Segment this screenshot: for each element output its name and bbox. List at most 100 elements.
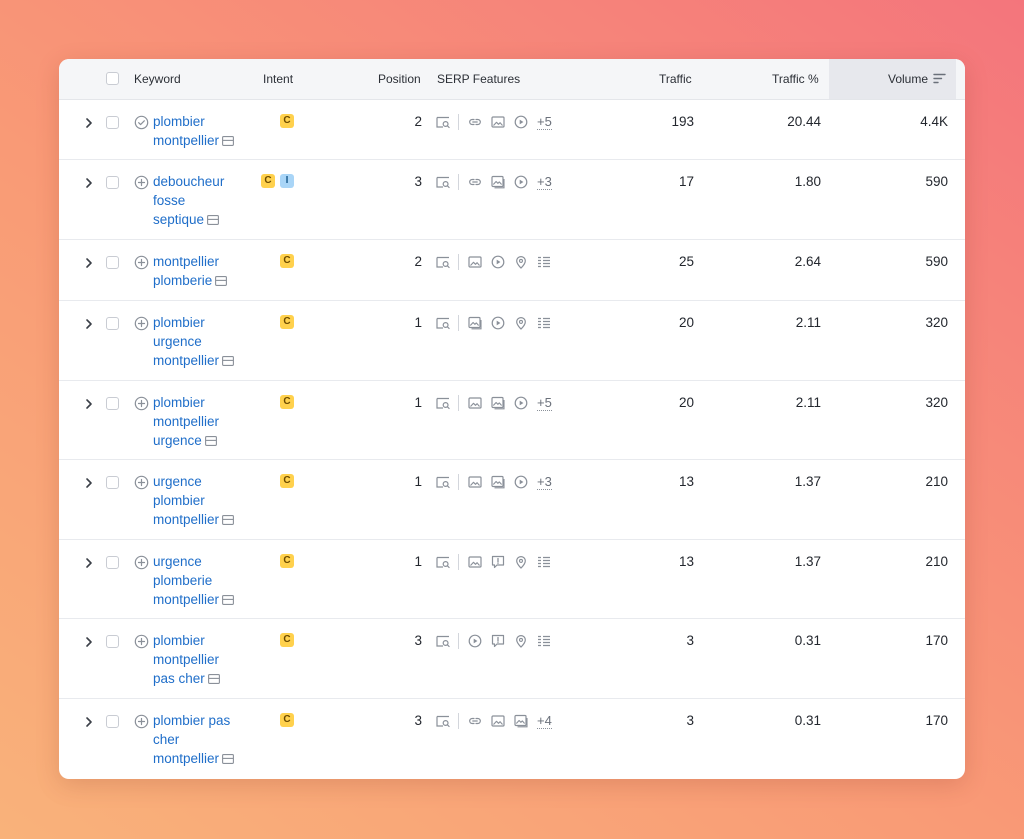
add-circle-icon[interactable] xyxy=(134,316,149,331)
table-row[interactable]: montpellier plomberie C 2 25 2.64 590 xyxy=(59,239,965,301)
image-pack-icon[interactable] xyxy=(491,175,505,189)
video-icon[interactable] xyxy=(491,316,505,330)
expand-row-chevron-icon[interactable] xyxy=(83,397,95,409)
review-icon[interactable] xyxy=(491,555,505,569)
expand-row-chevron-icon[interactable] xyxy=(83,556,95,568)
add-circle-icon[interactable] xyxy=(134,714,149,729)
keyword-link[interactable]: plombier pas cher montpellier xyxy=(153,711,253,768)
serp-snapshot-icon[interactable] xyxy=(207,670,220,684)
expand-row-chevron-icon[interactable] xyxy=(83,176,95,188)
serp-snippet-icon[interactable] xyxy=(436,175,450,189)
table-row[interactable]: urgence plombier montpellier C 1 +3 13 1.37 210 xyxy=(59,459,965,540)
location-pin-icon[interactable] xyxy=(514,555,528,569)
list-icon[interactable] xyxy=(537,255,551,269)
more-features-link[interactable]: +3 xyxy=(537,473,552,490)
add-circle-icon[interactable] xyxy=(134,175,149,190)
image-pack-icon[interactable] xyxy=(491,396,505,410)
serp-snippet-icon[interactable] xyxy=(436,555,450,569)
intent-badge[interactable]: C xyxy=(280,633,294,647)
expand-row-chevron-icon[interactable] xyxy=(83,476,95,488)
keyword-link[interactable]: plombier montpellier urgence xyxy=(153,393,253,450)
keyword-link[interactable]: urgence plomberie montpellier xyxy=(153,552,253,609)
video-icon[interactable] xyxy=(514,175,528,189)
location-pin-icon[interactable] xyxy=(514,316,528,330)
add-circle-icon[interactable] xyxy=(134,475,149,490)
list-icon[interactable] xyxy=(537,316,551,330)
serp-snapshot-icon[interactable] xyxy=(222,511,234,525)
link-icon[interactable] xyxy=(468,175,482,189)
expand-row-chevron-icon[interactable] xyxy=(83,635,95,647)
image-pack-icon[interactable] xyxy=(468,316,482,330)
header-traffic-percent[interactable]: Traffic % xyxy=(772,72,819,86)
more-features-link[interactable]: +5 xyxy=(537,394,552,411)
more-features-link[interactable]: +3 xyxy=(537,173,552,190)
serp-snapshot-icon[interactable] xyxy=(215,272,228,286)
select-all-checkbox[interactable] xyxy=(106,72,119,85)
list-icon[interactable] xyxy=(537,634,551,648)
table-row[interactable]: plombier montpellier urgence C 1 +5 20 2.11 320 xyxy=(59,380,965,460)
header-serp-features[interactable]: SERP Features xyxy=(437,72,521,86)
table-row[interactable]: deboucheur fosse septique C I 3 +3 17 1.80 590 xyxy=(59,159,965,240)
list-icon[interactable] xyxy=(537,555,551,569)
serp-snippet-icon[interactable] xyxy=(436,634,450,648)
table-row[interactable]: urgence plomberie montpellier C 1 13 1.37 210 xyxy=(59,539,965,619)
more-features-link[interactable]: +4 xyxy=(537,712,552,729)
video-icon[interactable] xyxy=(514,396,528,410)
row-checkbox[interactable] xyxy=(106,476,119,489)
serp-snippet-icon[interactable] xyxy=(436,475,450,489)
image-icon[interactable] xyxy=(491,714,505,728)
serp-snippet-icon[interactable] xyxy=(436,255,450,269)
expand-row-chevron-icon[interactable] xyxy=(83,116,95,128)
video-icon[interactable] xyxy=(514,475,528,489)
serp-snapshot-icon[interactable] xyxy=(222,750,234,764)
video-icon[interactable] xyxy=(514,115,528,129)
serp-snapshot-icon[interactable] xyxy=(204,432,217,446)
keyword-link[interactable]: deboucheur fosse septique xyxy=(153,172,253,229)
image-icon[interactable] xyxy=(468,396,482,410)
add-circle-icon[interactable] xyxy=(134,555,149,570)
add-circle-icon[interactable] xyxy=(134,396,149,411)
link-icon[interactable] xyxy=(468,714,482,728)
row-checkbox[interactable] xyxy=(106,397,119,410)
table-row[interactable]: plombier montpellier pas cher C 3 3 0.31 170 xyxy=(59,618,965,699)
sort-descending-icon[interactable] xyxy=(933,73,946,84)
expand-row-chevron-icon[interactable] xyxy=(83,256,95,268)
image-icon[interactable] xyxy=(468,555,482,569)
header-position[interactable]: Position xyxy=(378,72,421,86)
row-checkbox[interactable] xyxy=(106,176,119,189)
row-checkbox[interactable] xyxy=(106,715,119,728)
table-row[interactable]: plombier montpellier C 2 +5 193 20.44 4.4K xyxy=(59,99,965,160)
intent-badge[interactable]: C xyxy=(280,315,294,329)
video-icon[interactable] xyxy=(468,634,482,648)
serp-snapshot-icon[interactable] xyxy=(222,352,234,366)
location-pin-icon[interactable] xyxy=(514,634,528,648)
link-icon[interactable] xyxy=(468,115,482,129)
row-checkbox[interactable] xyxy=(106,256,119,269)
intent-badge[interactable]: C xyxy=(280,395,294,409)
serp-snippet-icon[interactable] xyxy=(436,115,450,129)
image-icon[interactable] xyxy=(491,115,505,129)
keyword-link[interactable]: plombier urgence montpellier xyxy=(153,313,253,370)
review-icon[interactable] xyxy=(491,634,505,648)
intent-badge[interactable]: C xyxy=(280,474,294,488)
expand-row-chevron-icon[interactable] xyxy=(83,317,95,329)
row-checkbox[interactable] xyxy=(106,116,119,129)
serp-snippet-icon[interactable] xyxy=(436,714,450,728)
header-volume[interactable]: Volume xyxy=(888,72,929,86)
header-intent[interactable]: Intent xyxy=(263,72,294,86)
header-traffic[interactable]: Traffic xyxy=(659,72,692,86)
add-circle-icon[interactable] xyxy=(134,255,149,270)
intent-badge[interactable]: C xyxy=(280,554,294,568)
expand-row-chevron-icon[interactable] xyxy=(83,715,95,727)
serp-snapshot-icon[interactable] xyxy=(207,211,219,225)
serp-snapshot-icon[interactable] xyxy=(222,591,234,605)
intent-badge[interactable]: C xyxy=(280,254,294,268)
row-checkbox[interactable] xyxy=(106,317,119,330)
intent-badge[interactable]: C xyxy=(261,174,275,188)
intent-badge[interactable]: C xyxy=(280,114,294,128)
row-checkbox[interactable] xyxy=(106,556,119,569)
intent-badge[interactable]: C xyxy=(280,713,294,727)
table-row[interactable]: plombier pas cher montpellier C 3 +4 3 0.31 170 xyxy=(59,698,965,779)
serp-snippet-icon[interactable] xyxy=(436,396,450,410)
serp-snapshot-icon[interactable] xyxy=(222,132,234,146)
